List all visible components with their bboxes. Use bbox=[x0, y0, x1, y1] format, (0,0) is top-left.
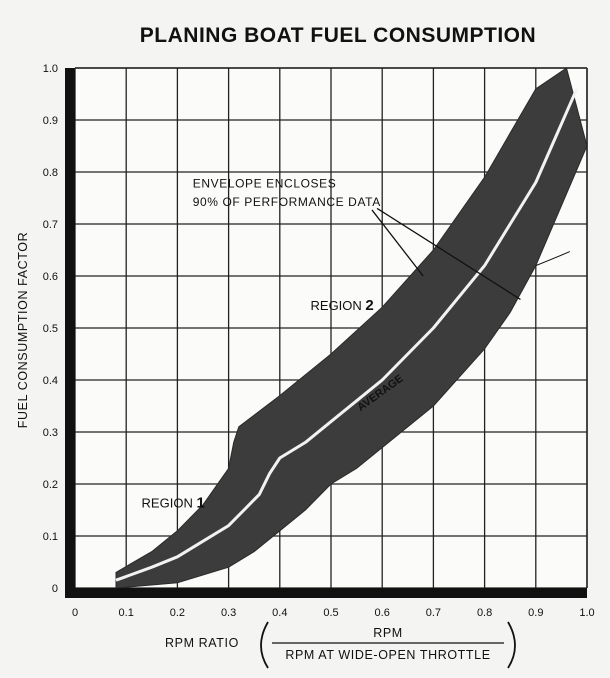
y-tick-label: 0.2 bbox=[43, 479, 58, 491]
stray-mark bbox=[535, 251, 570, 267]
y-tick-label: 0.7 bbox=[43, 219, 58, 231]
y-tick-label: 0.6 bbox=[43, 271, 58, 283]
x-axis-label: RPM RATIO RPM RPM AT WIDE-OPEN THROTTLE bbox=[165, 621, 516, 669]
y-tick-label: 0.9 bbox=[43, 115, 58, 127]
y-tick-label: 0.4 bbox=[43, 375, 58, 387]
region-number: 1 bbox=[196, 494, 204, 511]
x-tick-label: 0 bbox=[72, 607, 78, 619]
y-tick-label: 0 bbox=[52, 583, 58, 595]
y-axis-label: FUEL CONSUMPTION FACTOR bbox=[16, 232, 30, 428]
average-line bbox=[115, 88, 579, 582]
x-label-right-paren bbox=[507, 621, 516, 669]
x-tick-label: 0.9 bbox=[528, 607, 543, 619]
plot-frame bbox=[65, 67, 588, 598]
chart-title: PLANING BOAT FUEL CONSUMPTION bbox=[140, 24, 536, 47]
x-label-denominator: RPM AT WIDE-OPEN THROTTLE bbox=[285, 648, 490, 662]
bottom-border bbox=[65, 588, 587, 598]
x-tick-label: 0.8 bbox=[477, 607, 492, 619]
x-axis-label-text: RPM RATIO bbox=[165, 636, 239, 650]
x-axis-ticks: 0 0.1 0.2 0.3 0.4 0.5 0.6 0.7 0.8 0.9 1.0 bbox=[72, 607, 595, 619]
x-tick-label: 0.6 bbox=[375, 607, 390, 619]
x-tick-label: 0.5 bbox=[323, 607, 338, 619]
x-tick-label: 1.0 bbox=[579, 607, 594, 619]
y-tick-label: 0.3 bbox=[43, 427, 58, 439]
x-label-left-paren bbox=[260, 621, 269, 669]
region-label: REGION 1 bbox=[142, 494, 205, 511]
left-border bbox=[65, 68, 75, 598]
envelope-pointer bbox=[376, 207, 521, 300]
region-number: 2 bbox=[365, 297, 373, 314]
y-tick-label: 0.8 bbox=[43, 167, 58, 179]
envelope-pointer bbox=[371, 209, 424, 277]
y-tick-label: 1.0 bbox=[43, 63, 58, 75]
x-tick-label: 0.1 bbox=[119, 607, 134, 619]
average-layer bbox=[115, 88, 579, 582]
x-tick-label: 0.2 bbox=[170, 607, 185, 619]
x-tick-label: 0.4 bbox=[272, 607, 287, 619]
region-label: REGION 2 bbox=[311, 297, 374, 314]
x-tick-label: 0.7 bbox=[426, 607, 441, 619]
x-tick-label: 0.3 bbox=[221, 607, 236, 619]
y-tick-label: 0.1 bbox=[43, 531, 58, 543]
y-axis-ticks: 0 0.1 0.2 0.3 0.4 0.5 0.6 0.7 0.8 0.9 1.0 bbox=[43, 63, 58, 595]
envelope-note: ENVELOPE ENCLOSES bbox=[193, 177, 337, 191]
y-tick-label: 0.5 bbox=[43, 323, 58, 335]
envelope-note: 90% OF PERFORMANCE DATA bbox=[193, 195, 381, 209]
x-label-numerator: RPM bbox=[373, 626, 403, 640]
